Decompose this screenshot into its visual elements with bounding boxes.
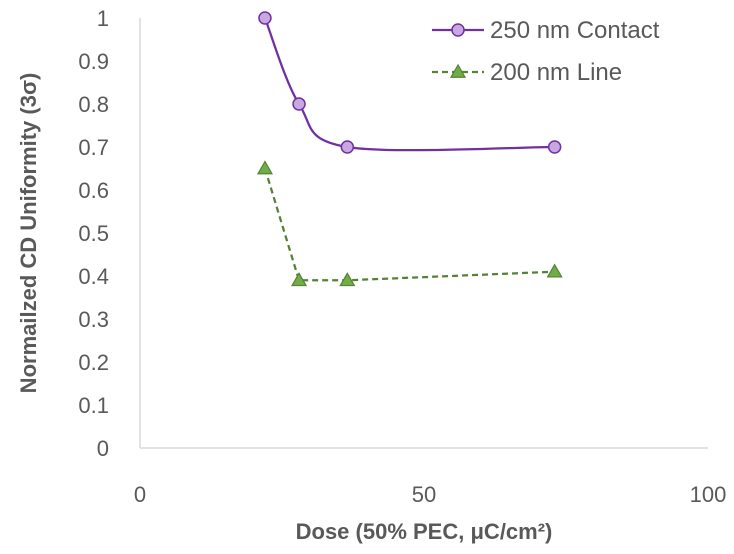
x-tick-label: 100	[690, 482, 727, 507]
data-point-marker	[256, 160, 273, 175]
y-tick-label: 0.8	[78, 92, 109, 117]
legend-marker	[451, 23, 465, 37]
y-tick-label: 0.7	[78, 135, 109, 160]
x-tick-labels: 0 50 100	[134, 482, 726, 507]
data-point-marker	[340, 140, 355, 154]
legend: 250 nm Contact 200 nm Line	[432, 17, 660, 86]
data-point-marker	[258, 11, 272, 25]
data-point-marker	[547, 140, 562, 154]
x-tick-label: 50	[412, 482, 436, 507]
y-tick-label: 0.3	[78, 307, 109, 332]
y-tick-label: 0	[97, 436, 109, 461]
series-line-path	[263, 168, 555, 282]
x-axis-title: Dose (50% PEC, μC/cm²)	[296, 519, 553, 544]
y-tick-label: 0.1	[78, 393, 109, 418]
series-contact	[258, 11, 562, 154]
data-point-marker	[291, 272, 308, 287]
series-line	[256, 160, 563, 287]
series-layer	[256, 11, 563, 287]
y-tick-label: 0.9	[78, 49, 109, 74]
legend-label: 250 nm Contact	[490, 17, 660, 44]
legend-marker	[449, 63, 467, 78]
data-point-marker	[546, 263, 563, 278]
y-tick-label: 0.5	[78, 221, 109, 246]
y-tick-label: 1	[97, 6, 109, 31]
plot-area	[139, 18, 708, 449]
data-point-marker	[292, 97, 306, 111]
y-tick-labels: 0 0.1 0.2 0.3 0.4 0.5 0.6 0.7 0.8 0.9 1	[78, 6, 109, 461]
y-tick-label: 0.2	[78, 350, 109, 375]
data-point-marker	[339, 272, 356, 287]
x-tick-label: 0	[134, 482, 146, 507]
y-tick-label: 0.6	[78, 178, 109, 203]
series-line-path	[263, 17, 555, 152]
legend-label: 200 nm Line	[490, 59, 622, 86]
y-tick-label: 0.4	[78, 264, 109, 289]
y-axis-title: Normailzed CD Uniformity (3σ)	[16, 73, 41, 394]
